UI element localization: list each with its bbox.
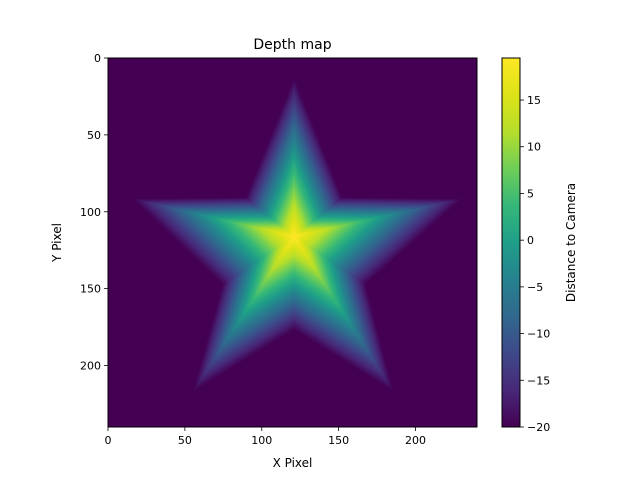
y-tick-label: 50 [87, 129, 101, 142]
x-tick-label: 150 [328, 434, 349, 447]
x-axis-label: X Pixel [273, 456, 313, 470]
colorbar-tick-label: −20 [527, 421, 550, 434]
colorbar-tick-label: 10 [527, 141, 541, 154]
colorbar-axis: −20 −15 −10 −5 0 5 10 15 [520, 94, 550, 434]
x-tick-label: 0 [105, 434, 112, 447]
depth-contour [290, 232, 298, 240]
colorbar-tick-label: −5 [527, 281, 543, 294]
x-tick-label: 50 [178, 434, 192, 447]
y-tick-label: 0 [94, 52, 101, 65]
colorbar-label: Distance to Camera [564, 183, 578, 302]
colorbar-tick-label: 5 [527, 187, 534, 200]
colorbar [501, 57, 521, 428]
x-tick-label: 200 [405, 434, 426, 447]
colorbar-tick-label: −10 [527, 328, 550, 341]
chart-title: Depth map [253, 37, 331, 53]
colorbar-tick-label: 15 [527, 94, 541, 107]
colorbar-tick-label: 0 [527, 234, 534, 247]
plot-frame [107, 57, 478, 428]
x-axis: 0 50 100 150 200 [105, 427, 426, 447]
y-axis-label: Y Pixel [50, 223, 64, 263]
x-tick-label: 100 [251, 434, 272, 447]
y-axis: 0 50 100 150 200 [80, 52, 108, 373]
y-tick-label: 100 [80, 206, 101, 219]
heatmap-image [108, 58, 477, 427]
colorbar-tick-label: −15 [527, 374, 550, 387]
y-tick-label: 150 [80, 283, 101, 296]
y-tick-label: 200 [80, 360, 101, 373]
